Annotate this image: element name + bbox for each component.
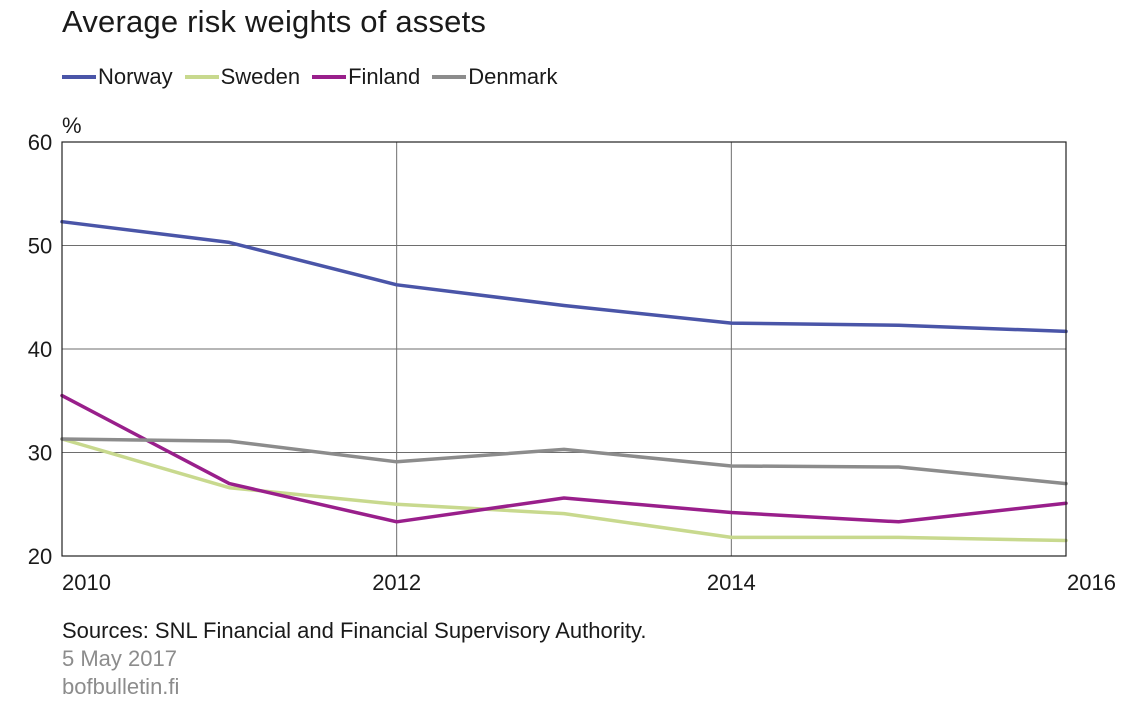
legend-swatch-denmark: [432, 75, 467, 79]
x-tick-label-2012: 2012: [372, 570, 421, 595]
x-tick-label-2016: 2016: [1067, 570, 1116, 595]
legend-label-norway: Norway: [98, 64, 173, 89]
y-tick-label-20: 20: [28, 544, 52, 569]
legend-item-sweden: Sweden: [184, 64, 301, 90]
site-name: bofbulletin.fi: [62, 674, 180, 699]
legend-swatch-sweden: [184, 75, 219, 79]
y-tick-label-50: 50: [28, 234, 52, 259]
legend-swatch-finland: [312, 75, 347, 79]
legend-item-norway: Norway: [62, 64, 173, 90]
series-line-norway: [60, 219, 1068, 334]
plot-area-frame: [61, 141, 1067, 557]
y-tick-label-60: 60: [28, 130, 52, 155]
publication-date: 5 May 2017: [62, 646, 177, 671]
series-line-finland: [60, 393, 1068, 524]
legend-item-finland: Finland: [312, 64, 420, 90]
x-tick-label-2014: 2014: [707, 570, 756, 595]
y-tick-label-30: 30: [28, 441, 52, 466]
x-tick-label-2010: 2010: [62, 570, 111, 595]
y-axis-unit-label: %: [62, 113, 82, 138]
legend-label-finland: Finland: [348, 64, 421, 89]
legend-label-denmark: Denmark: [468, 64, 558, 89]
series-line-sweden: [60, 437, 1068, 543]
chart-legend: Norway Sweden Finland Denmark: [62, 64, 570, 90]
chart-title: Average risk weights of assets: [62, 4, 487, 39]
y-tick-label-40: 40: [28, 337, 52, 362]
sources-note: Sources: SNL Financial and Financial Sup…: [62, 618, 647, 643]
legend-label-sweden: Sweden: [220, 64, 301, 89]
series-line-denmark: [60, 437, 1068, 486]
legend-item-denmark: Denmark: [432, 64, 558, 90]
legend-swatch-norway: [62, 75, 96, 79]
